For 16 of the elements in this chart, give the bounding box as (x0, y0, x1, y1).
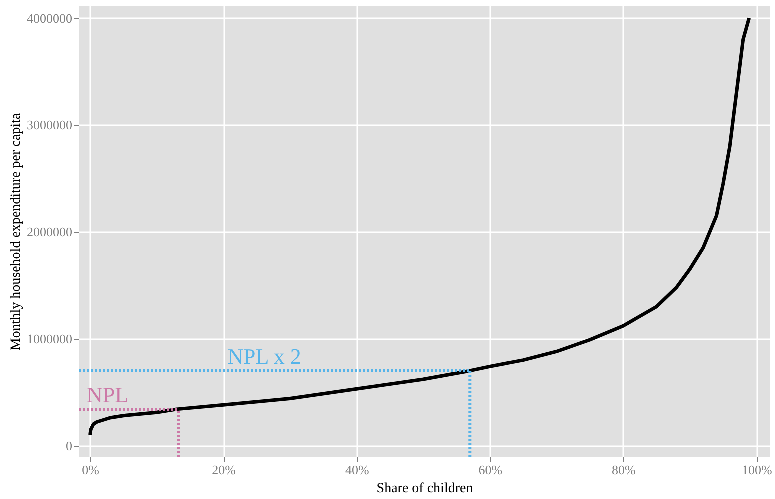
y-tick-label: 0 (66, 438, 72, 454)
line-series (88, 16, 752, 437)
x-tick-label: 60% (478, 462, 503, 478)
y-tick-label: 4000000 (27, 10, 72, 26)
x-axis-title: Share of children (376, 482, 474, 496)
x-tick-label: 40% (345, 462, 370, 478)
y-axis-title: Monthly household expenditure per capita (9, 112, 24, 351)
y-tick-label: 3000000 (27, 118, 72, 133)
ref-line-label: NPL x 2 (228, 344, 302, 369)
x-tick-label: 100% (742, 462, 772, 478)
x-tick-label: 80% (612, 462, 636, 478)
x-tick-label: 0% (82, 462, 100, 478)
y-tick-label: 2000000 (27, 224, 72, 240)
x-tick-label: 20% (212, 462, 236, 478)
y-tick-label: 1000000 (27, 331, 72, 346)
ref-line-label: NPL (86, 382, 129, 408)
